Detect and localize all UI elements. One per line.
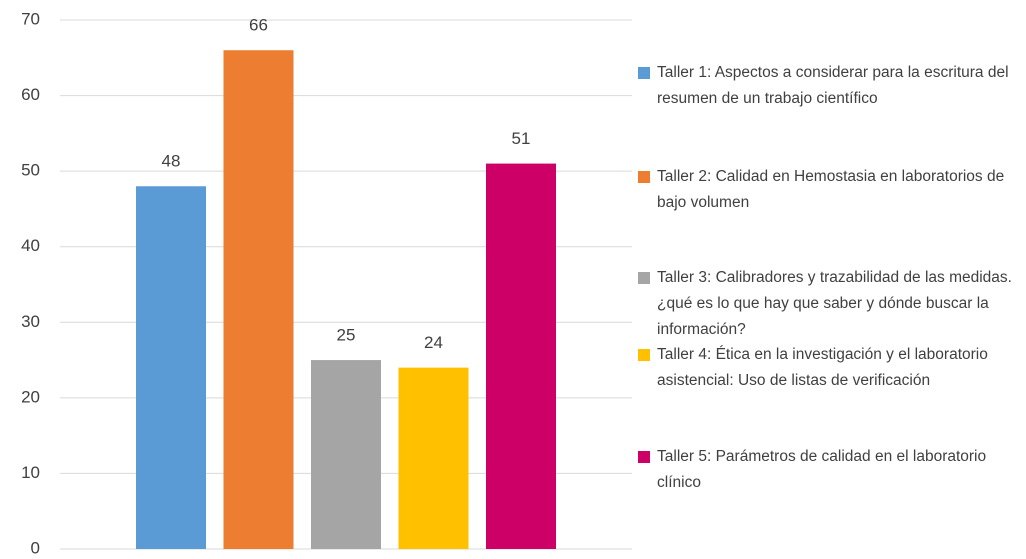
y-tick-label: 60 [21, 85, 40, 104]
value-label: 66 [249, 16, 268, 35]
bar [311, 360, 381, 549]
legend-swatch [638, 67, 650, 79]
legend-label: Taller 2: Calidad en Hemostasia en labor… [657, 168, 1005, 211]
y-tick-label: 50 [21, 161, 40, 180]
legend-entry: Taller 5: Parámetros de calidad en el la… [638, 444, 1022, 496]
y-tick-label: 40 [21, 236, 40, 255]
value-label: 25 [337, 326, 356, 345]
legend-swatch [638, 349, 650, 361]
bar [136, 186, 206, 549]
legend-swatch [638, 272, 650, 284]
value-label: 24 [424, 333, 443, 352]
y-tick-label: 70 [21, 9, 40, 28]
value-label: 48 [162, 152, 181, 171]
legend-swatch [638, 171, 650, 183]
y-tick-label: 0 [31, 538, 40, 557]
legend-swatch [638, 451, 650, 463]
legend-entry: Taller 4: Ética en la investigación y el… [638, 342, 1022, 394]
bar [398, 367, 469, 549]
bar [223, 50, 294, 549]
legend-entry: Taller 2: Calidad en Hemostasia en labor… [638, 164, 1022, 216]
legend-label: Taller 3: Calibradores y trazabilidad de… [657, 269, 1012, 338]
value-label: 51 [512, 129, 531, 148]
legend-entry: Taller 1: Aspectos a considerar para la … [638, 60, 1022, 112]
legend-entry: Taller 3: Calibradores y trazabilidad de… [638, 265, 1022, 343]
y-tick-label: 10 [21, 463, 40, 482]
y-tick-label: 20 [21, 387, 40, 406]
legend-label: Taller 4: Ética en la investigación y el… [657, 346, 988, 389]
legend-label: Taller 1: Aspectos a considerar para la … [657, 64, 1009, 107]
bar [486, 163, 556, 550]
y-tick-label: 30 [21, 312, 40, 331]
legend-label: Taller 5: Parámetros de calidad en el la… [657, 448, 987, 491]
